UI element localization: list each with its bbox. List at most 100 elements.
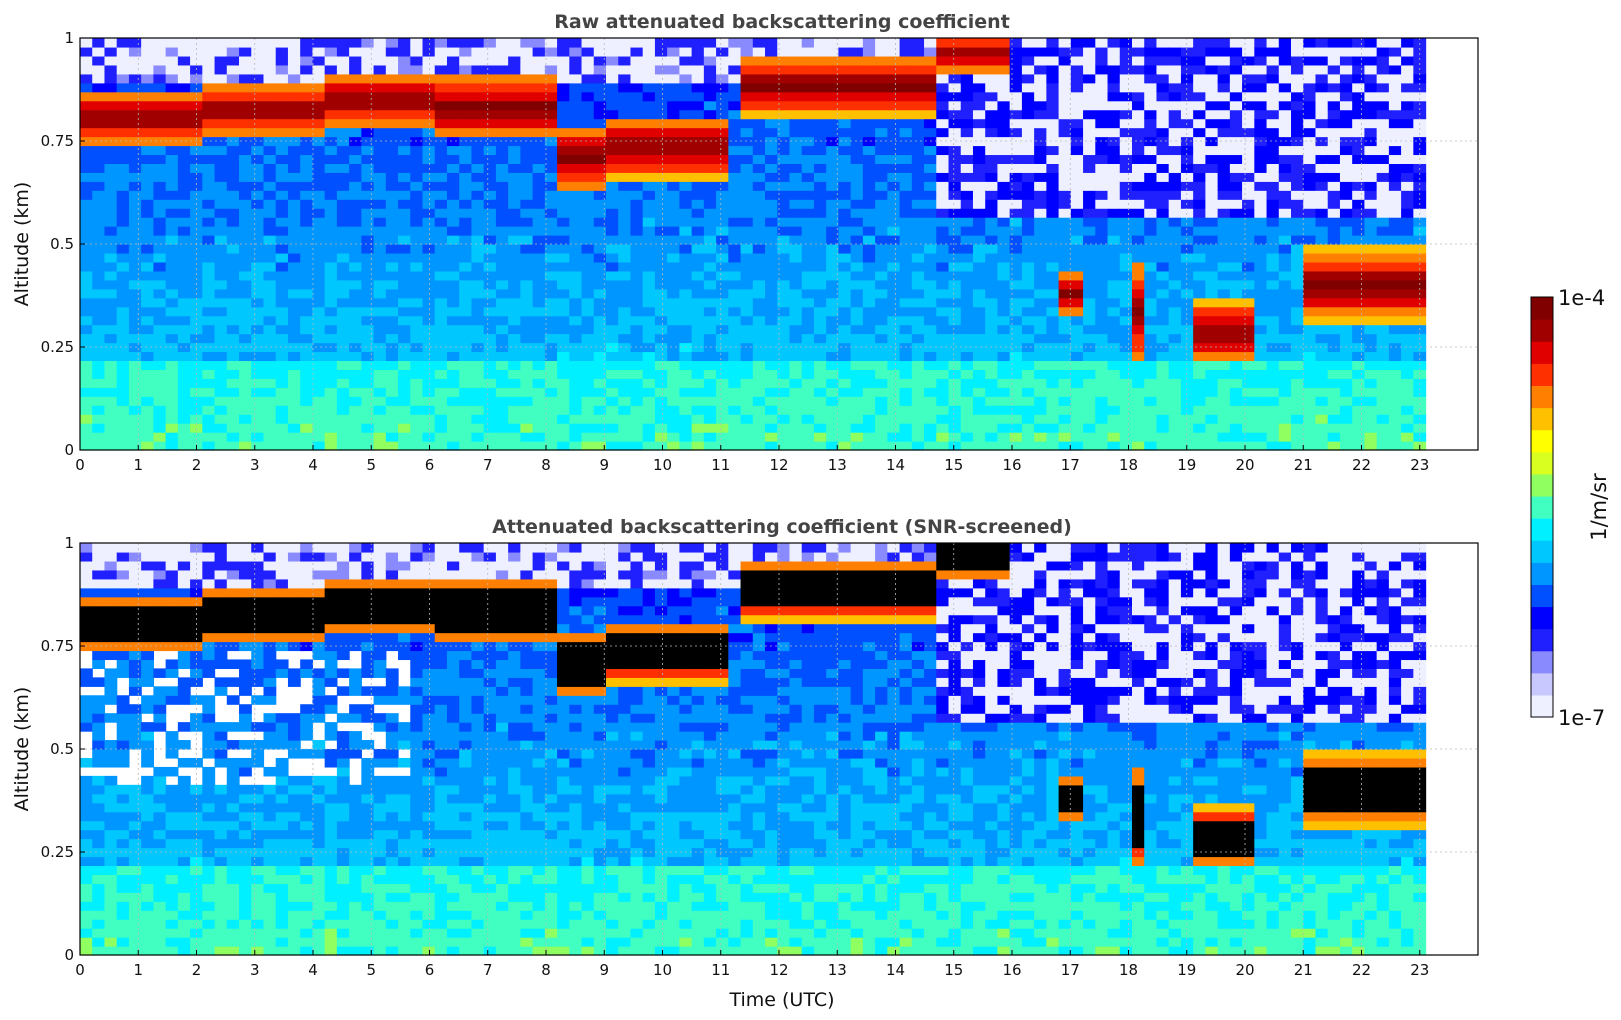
heatmap-cell	[1315, 172, 1329, 182]
heatmap-cell	[1388, 414, 1402, 424]
heatmap-cell	[1315, 64, 1329, 75]
heatmap-cell	[667, 360, 680, 370]
heatmap-cell	[777, 190, 791, 200]
heatmap-cell	[520, 64, 534, 75]
heatmap-cell	[789, 378, 803, 388]
heatmap-cell	[1009, 288, 1023, 299]
heatmap-cell	[557, 244, 570, 254]
heatmap-cell	[1388, 378, 1402, 388]
heatmap-cell	[691, 208, 705, 218]
heatmap-cell	[1401, 217, 1414, 227]
heatmap-cell	[165, 91, 179, 102]
heatmap-cell	[630, 217, 644, 227]
heatmap-cell	[239, 154, 252, 164]
heatmap-cell	[508, 109, 521, 120]
heatmap-cell	[80, 244, 93, 254]
heatmap-cell	[801, 369, 815, 379]
heatmap-cell	[226, 100, 240, 111]
heatmap-cell	[765, 46, 778, 57]
heatmap-cell	[752, 136, 766, 147]
heatmap-cell	[606, 324, 619, 335]
heatmap-cell	[1315, 163, 1329, 173]
heatmap-cell	[385, 163, 399, 173]
heatmap-cell	[630, 441, 644, 451]
heatmap-cell	[239, 387, 252, 397]
heatmap-cell	[691, 154, 705, 164]
heatmap-cell	[1168, 38, 1182, 48]
heatmap-cell	[239, 91, 252, 102]
heatmap-cell	[654, 235, 668, 245]
heatmap-cell	[1352, 73, 1366, 84]
heatmap-cell	[642, 297, 656, 308]
heatmap-cell	[752, 432, 766, 442]
heatmap-cell	[116, 441, 130, 451]
heatmap-cell	[1388, 118, 1402, 129]
heatmap-cell	[691, 387, 705, 397]
heatmap-cell	[446, 351, 460, 362]
heatmap-cell	[1168, 387, 1182, 397]
heatmap-cell	[1401, 405, 1414, 415]
heatmap-cell	[691, 261, 705, 272]
heatmap-cell	[1009, 279, 1023, 290]
heatmap-cell	[1046, 261, 1060, 272]
heatmap-cell	[1266, 315, 1280, 326]
heatmap-cell	[911, 324, 925, 335]
heatmap-cell	[80, 38, 93, 48]
heatmap-cell	[471, 208, 485, 218]
heatmap-cell	[716, 217, 729, 227]
heatmap-cell	[287, 270, 301, 281]
heatmap-cell	[765, 91, 778, 102]
heatmap-cell	[508, 64, 521, 75]
heatmap-cell	[141, 396, 154, 406]
heatmap-cell	[349, 441, 362, 451]
heatmap-cell	[691, 369, 705, 379]
heatmap-cell	[1388, 333, 1402, 344]
heatmap-cell	[1144, 306, 1158, 317]
heatmap-cell	[1034, 190, 1047, 200]
heatmap-cell	[177, 217, 191, 227]
heatmap-cell	[1046, 226, 1060, 236]
heatmap-cell	[581, 64, 595, 75]
heatmap-cell	[728, 252, 742, 263]
heatmap-cell	[361, 226, 375, 236]
heatmap-cell	[679, 244, 693, 254]
heatmap-cell	[459, 172, 473, 182]
heatmap-cell	[459, 324, 473, 335]
heatmap-cell	[1034, 360, 1047, 370]
heatmap-cell	[153, 172, 167, 182]
heatmap-cell	[1046, 279, 1060, 290]
heatmap-cell	[765, 172, 778, 182]
heatmap-cell	[1339, 46, 1353, 57]
heatmap-cell	[1242, 270, 1255, 281]
heatmap-cell	[349, 405, 362, 415]
heatmap-cell	[385, 145, 399, 156]
heatmap-cell	[728, 172, 742, 182]
heatmap-cell	[422, 324, 436, 335]
heatmap-cell	[1315, 38, 1329, 48]
heatmap-cell	[985, 396, 999, 406]
heatmap-cell	[606, 208, 619, 218]
heatmap-cell	[801, 100, 815, 111]
heatmap-cell	[948, 288, 962, 299]
heatmap-cell	[1095, 145, 1109, 156]
heatmap-cell	[654, 55, 668, 66]
heatmap-cell	[459, 405, 473, 415]
heatmap-cell	[1352, 288, 1366, 299]
heatmap-cell	[165, 127, 179, 138]
heatmap-cell	[495, 136, 509, 147]
heatmap-cell	[312, 306, 326, 317]
heatmap-cell	[361, 423, 375, 433]
heatmap-cell	[936, 64, 950, 75]
heatmap-cell	[777, 163, 791, 173]
heatmap-cell	[728, 288, 742, 299]
heatmap-cell	[1291, 297, 1304, 308]
heatmap-cell	[1339, 181, 1353, 191]
heatmap-cell	[691, 405, 705, 415]
heatmap-cell	[887, 261, 901, 272]
heatmap-cell	[593, 91, 607, 102]
heatmap-cell	[116, 109, 130, 120]
heatmap-cell	[92, 46, 106, 57]
heatmap-cell	[92, 252, 106, 263]
heatmap-cell	[826, 441, 840, 451]
heatmap-cell	[703, 324, 717, 335]
